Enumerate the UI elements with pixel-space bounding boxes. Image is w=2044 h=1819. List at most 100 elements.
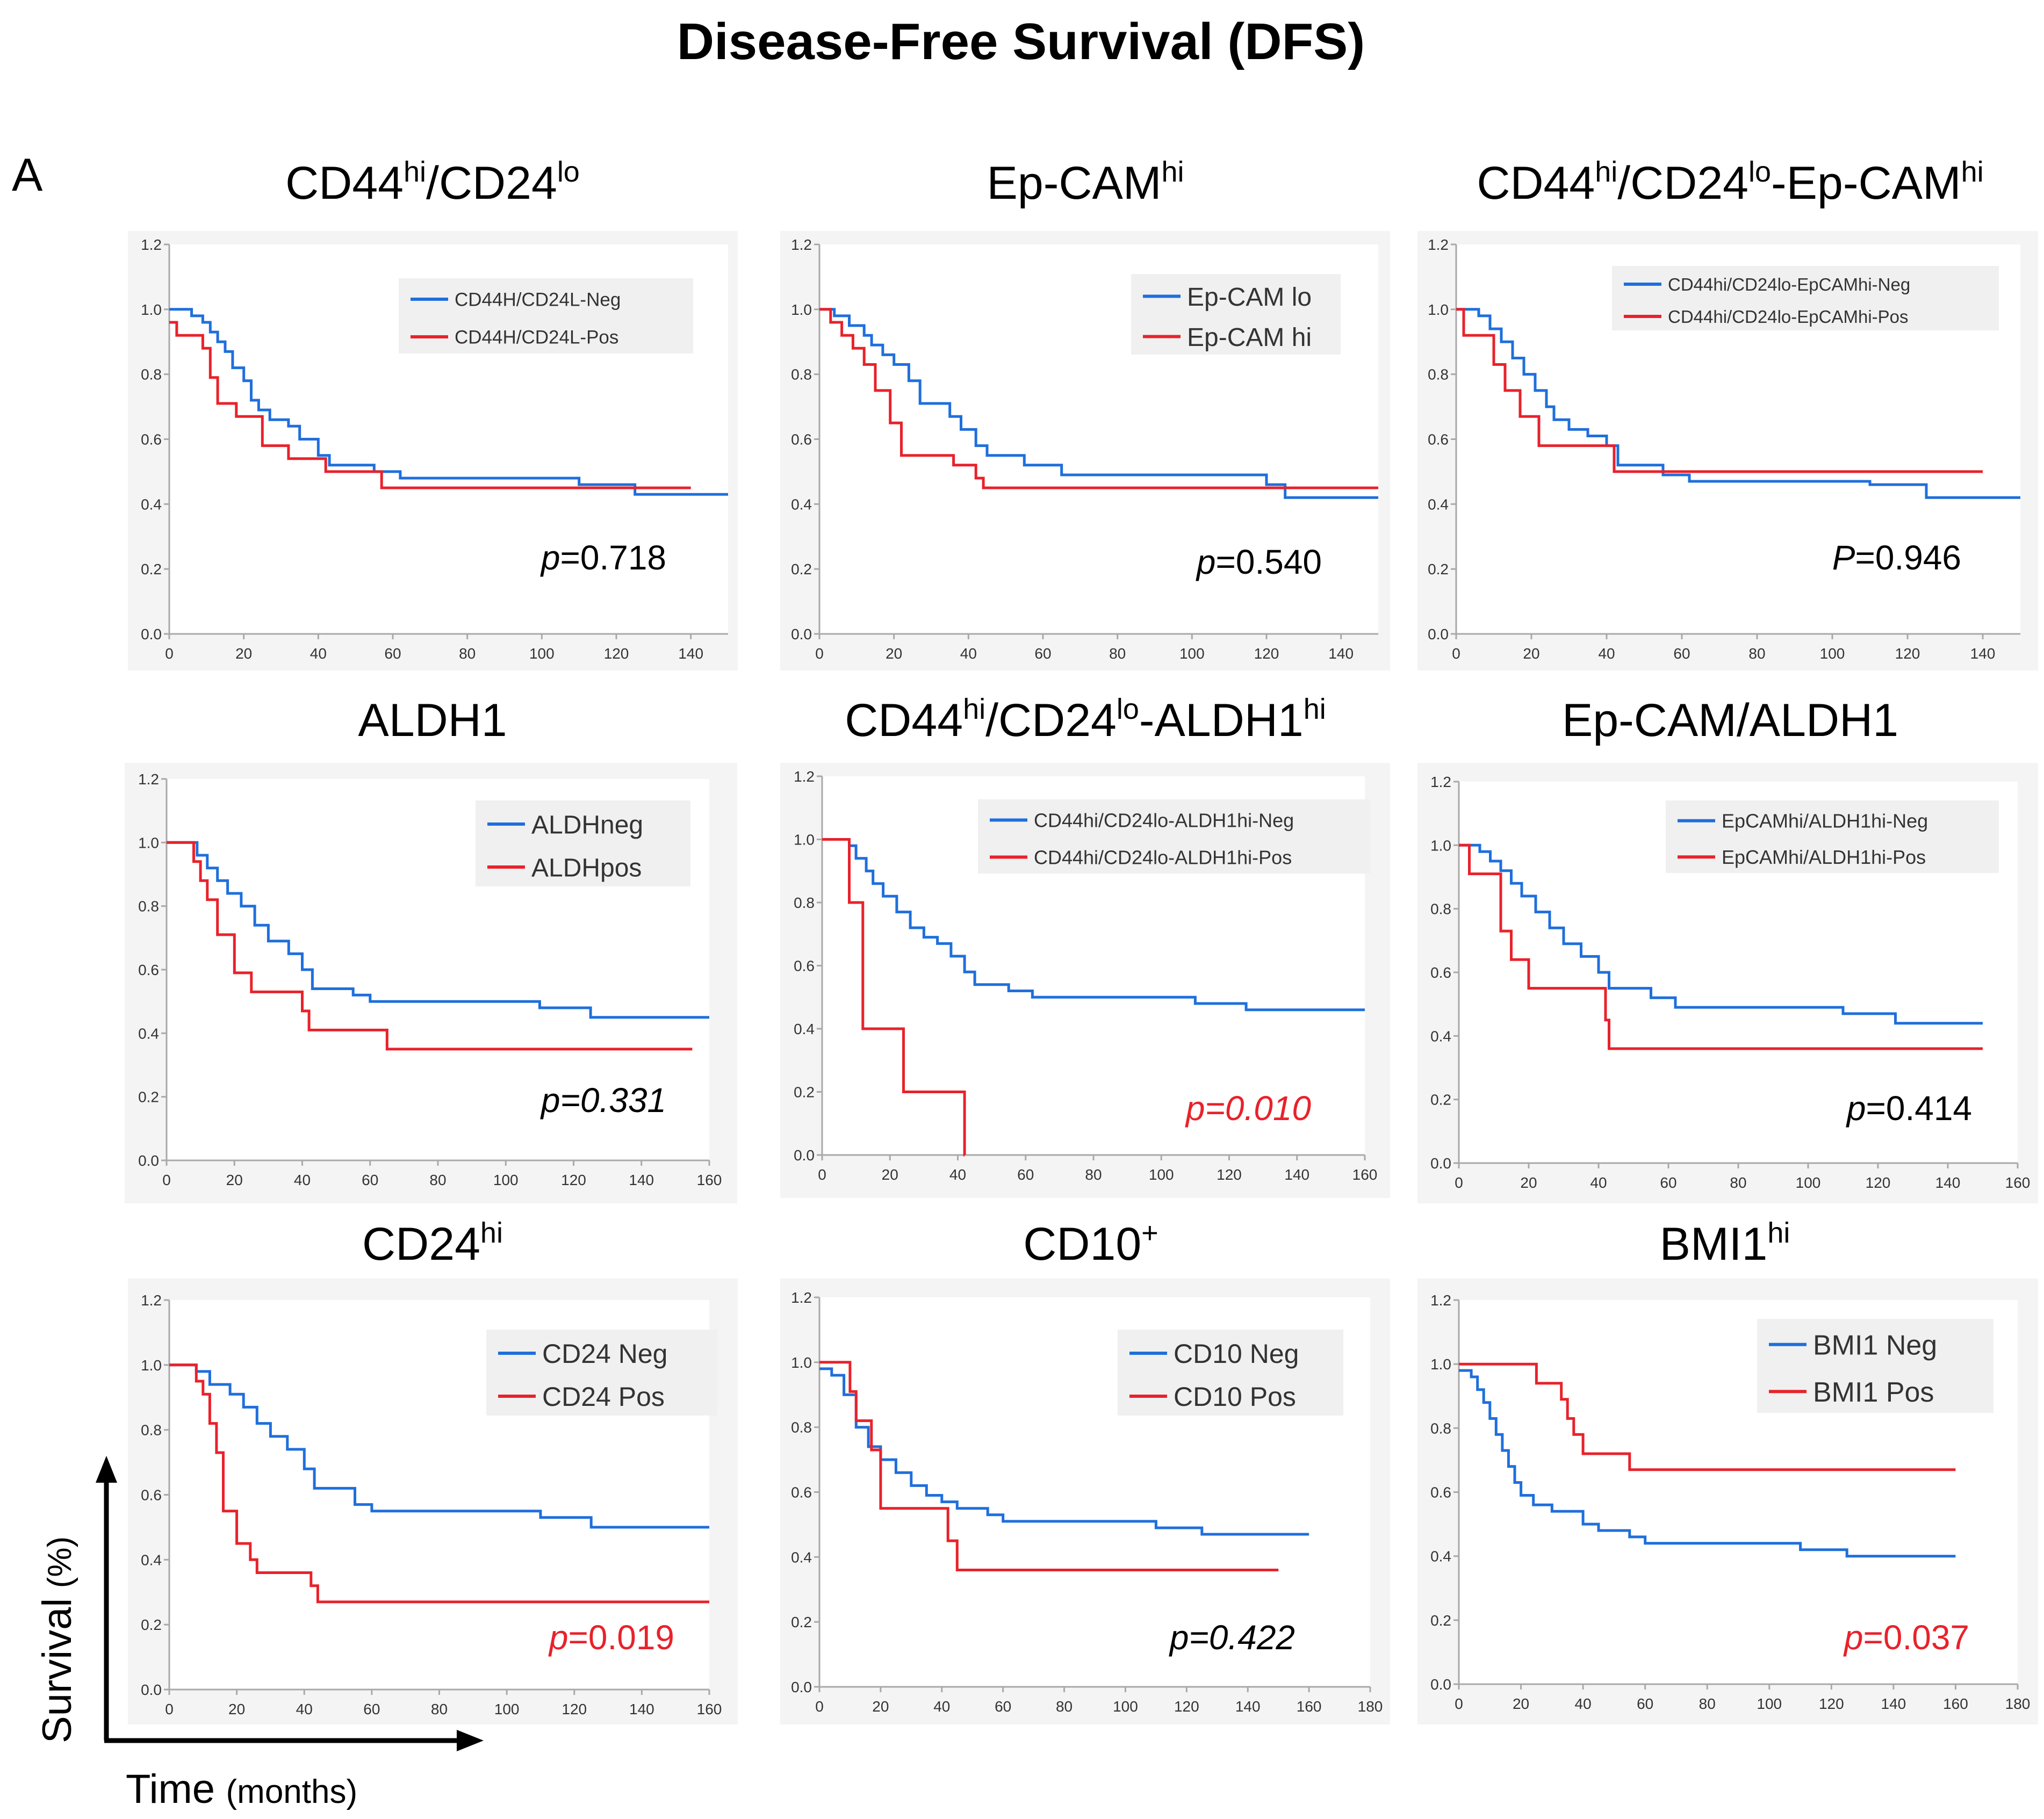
p-value-number: =0.019 — [568, 1618, 674, 1657]
y-tick-label: 0.6 — [1430, 1484, 1451, 1501]
title-segment: /CD24 — [1617, 157, 1748, 209]
y-tick-label: 0.4 — [791, 1549, 812, 1565]
panel-letter: A — [12, 149, 43, 201]
y-tick-label: 0.4 — [141, 496, 162, 513]
legend-box — [1131, 274, 1341, 355]
x-tick-label: 80 — [431, 1701, 448, 1717]
x-tick-label: 20 — [1520, 1174, 1537, 1191]
panel-title: Ep-CAM/ALDH1 — [1562, 695, 1898, 746]
y-tick-label: 1.2 — [1428, 236, 1449, 253]
y-tick-label: 0.2 — [141, 561, 162, 578]
km-panel-8: CD10+0.00.20.40.60.81.01.20 20 40 60 80 100 12… — [780, 1217, 1390, 1724]
legend: CD24 Neg CD24 Pos — [486, 1330, 717, 1416]
survival-curve-pos — [1459, 1362, 1956, 1471]
x-tick-label: 80 — [1109, 645, 1126, 662]
y-caption: Survival (%) — [34, 1536, 80, 1743]
y-tick-label: 0.4 — [138, 1025, 159, 1042]
x-caption-text: Time — [126, 1766, 215, 1812]
x-tick-label: 40 — [1575, 1695, 1592, 1712]
y-tick-label: 0.0 — [794, 1147, 815, 1164]
y-tick-label: 1.0 — [138, 834, 159, 851]
x-tick-label: 20 — [228, 1701, 245, 1717]
p-value-number: =0.540 — [1215, 543, 1322, 581]
legend: BMI1 Neg BMI1 Pos — [1757, 1319, 1993, 1413]
title-segment: BMI1 — [1660, 1218, 1768, 1270]
survival-curve-pos — [1456, 308, 1983, 473]
x-tick-label: 0 — [815, 645, 824, 662]
y-tick-label: 0.2 — [141, 1616, 162, 1633]
p-value-symbol: p — [540, 1081, 560, 1120]
x-tick-label: 140 — [1935, 1174, 1961, 1191]
y-tick-label: 0.8 — [791, 366, 812, 383]
title-segment: CD10 — [1023, 1218, 1141, 1270]
legend-label: CD44hi/CD24lo-EpCAMhi-Neg — [1668, 275, 1910, 294]
y-tick-label: 0.4 — [791, 496, 812, 513]
x-caption: Time (months) — [126, 1766, 357, 1812]
x-tick-label: 80 — [1699, 1695, 1716, 1712]
survival-curve-pos — [819, 1361, 1279, 1571]
y-tick-label: 0.0 — [1428, 626, 1449, 643]
y-tick-label: 0.0 — [791, 626, 812, 643]
y-caption-unit: (%) — [41, 1536, 78, 1588]
survival-curve-neg — [169, 1363, 709, 1529]
x-tick-label: 140 — [1881, 1695, 1906, 1712]
x-tick-label: 140 — [1235, 1698, 1261, 1715]
legend-label: CD10 Neg — [1174, 1339, 1299, 1369]
survival-curve-pos — [169, 321, 691, 489]
x-tick-label: 160 — [1943, 1695, 1968, 1712]
x-tick-label: 20 — [872, 1698, 889, 1715]
x-tick-label: 100 — [1820, 645, 1845, 662]
legend-label: CD44hi/CD24lo-ALDH1hi-Pos — [1034, 846, 1292, 868]
title-segment: ALDH1 — [358, 695, 507, 746]
y-tick-label: 0.6 — [1428, 431, 1449, 448]
panel-title: Ep-CAMhi — [987, 156, 1184, 209]
panel-title: CD44hi/CD24lo-Ep-CAMhi — [1477, 156, 1983, 209]
y-tick-label: 1.0 — [141, 301, 162, 318]
p-value: p=0.019 — [548, 1618, 674, 1657]
y-tick-label: 1.2 — [1430, 774, 1451, 790]
y-caption-text: Survival — [34, 1598, 80, 1743]
legend-box — [978, 799, 1370, 874]
x-tick-label: 60 — [1637, 1695, 1653, 1712]
p-value-number: =0.414 — [1866, 1089, 1972, 1128]
p-value: p=0.414 — [1846, 1089, 1972, 1128]
y-tick-label: 0.8 — [138, 898, 159, 915]
y-tick-label: 0.4 — [1430, 1028, 1451, 1044]
x-caption-unit: (months) — [226, 1773, 358, 1810]
y-tick-label: 0.2 — [138, 1089, 159, 1106]
x-tick-label: 120 — [562, 1701, 587, 1717]
x-tick-label: 20 — [886, 645, 902, 662]
x-tick-label: 0 — [815, 1698, 824, 1715]
x-tick-label: 140 — [1328, 645, 1354, 662]
y-tick-label: 0.4 — [1430, 1548, 1451, 1565]
y-tick-label: 1.2 — [141, 236, 162, 253]
x-tick-label: 120 — [1174, 1698, 1199, 1715]
x-tick-label: 120 — [1254, 645, 1279, 662]
x-tick-label: 120 — [561, 1172, 586, 1188]
legend-label: BMI1 Neg — [1813, 1330, 1937, 1361]
y-tick-label: 0.6 — [138, 962, 159, 978]
legend-label: Ep-CAM hi — [1187, 323, 1312, 352]
y-tick-label: 1.0 — [1430, 1356, 1451, 1373]
x-tick-label: 140 — [1284, 1166, 1309, 1183]
legend-box — [486, 1330, 717, 1416]
x-tick-label: 20 — [235, 645, 252, 662]
y-tick-label: 0.0 — [141, 1681, 162, 1698]
p-value-number: =0.037 — [1863, 1618, 1969, 1657]
legend-label: CD10 Pos — [1174, 1382, 1296, 1412]
km-panel-4: ALDH1 0.0 0.2 0.4 0.6 0.8 1.0 1.2 0 20 40 60 80 100 12… — [125, 695, 737, 1203]
x-tick-label: 80 — [429, 1172, 446, 1188]
p-value-number: =0.422 — [1189, 1618, 1295, 1657]
p-value: p=0.540 — [1196, 543, 1322, 581]
x-tick-label: 40 — [960, 645, 977, 662]
legend-label: CD44H/CD24L-Pos — [455, 327, 618, 348]
x-tick-label: 160 — [697, 1701, 722, 1717]
y-tick-label: 0.6 — [791, 1484, 812, 1501]
x-tick-label: 60 — [1673, 645, 1690, 662]
y-tick-label: 0.8 — [1428, 366, 1449, 383]
x-tick-label: 100 — [493, 1172, 519, 1188]
legend-label: CD44hi/CD24lo-EpCAMhi-Pos — [1668, 307, 1909, 327]
x-tick-label: 60 — [1034, 645, 1051, 662]
legend-label: ALDHneg — [531, 811, 643, 839]
